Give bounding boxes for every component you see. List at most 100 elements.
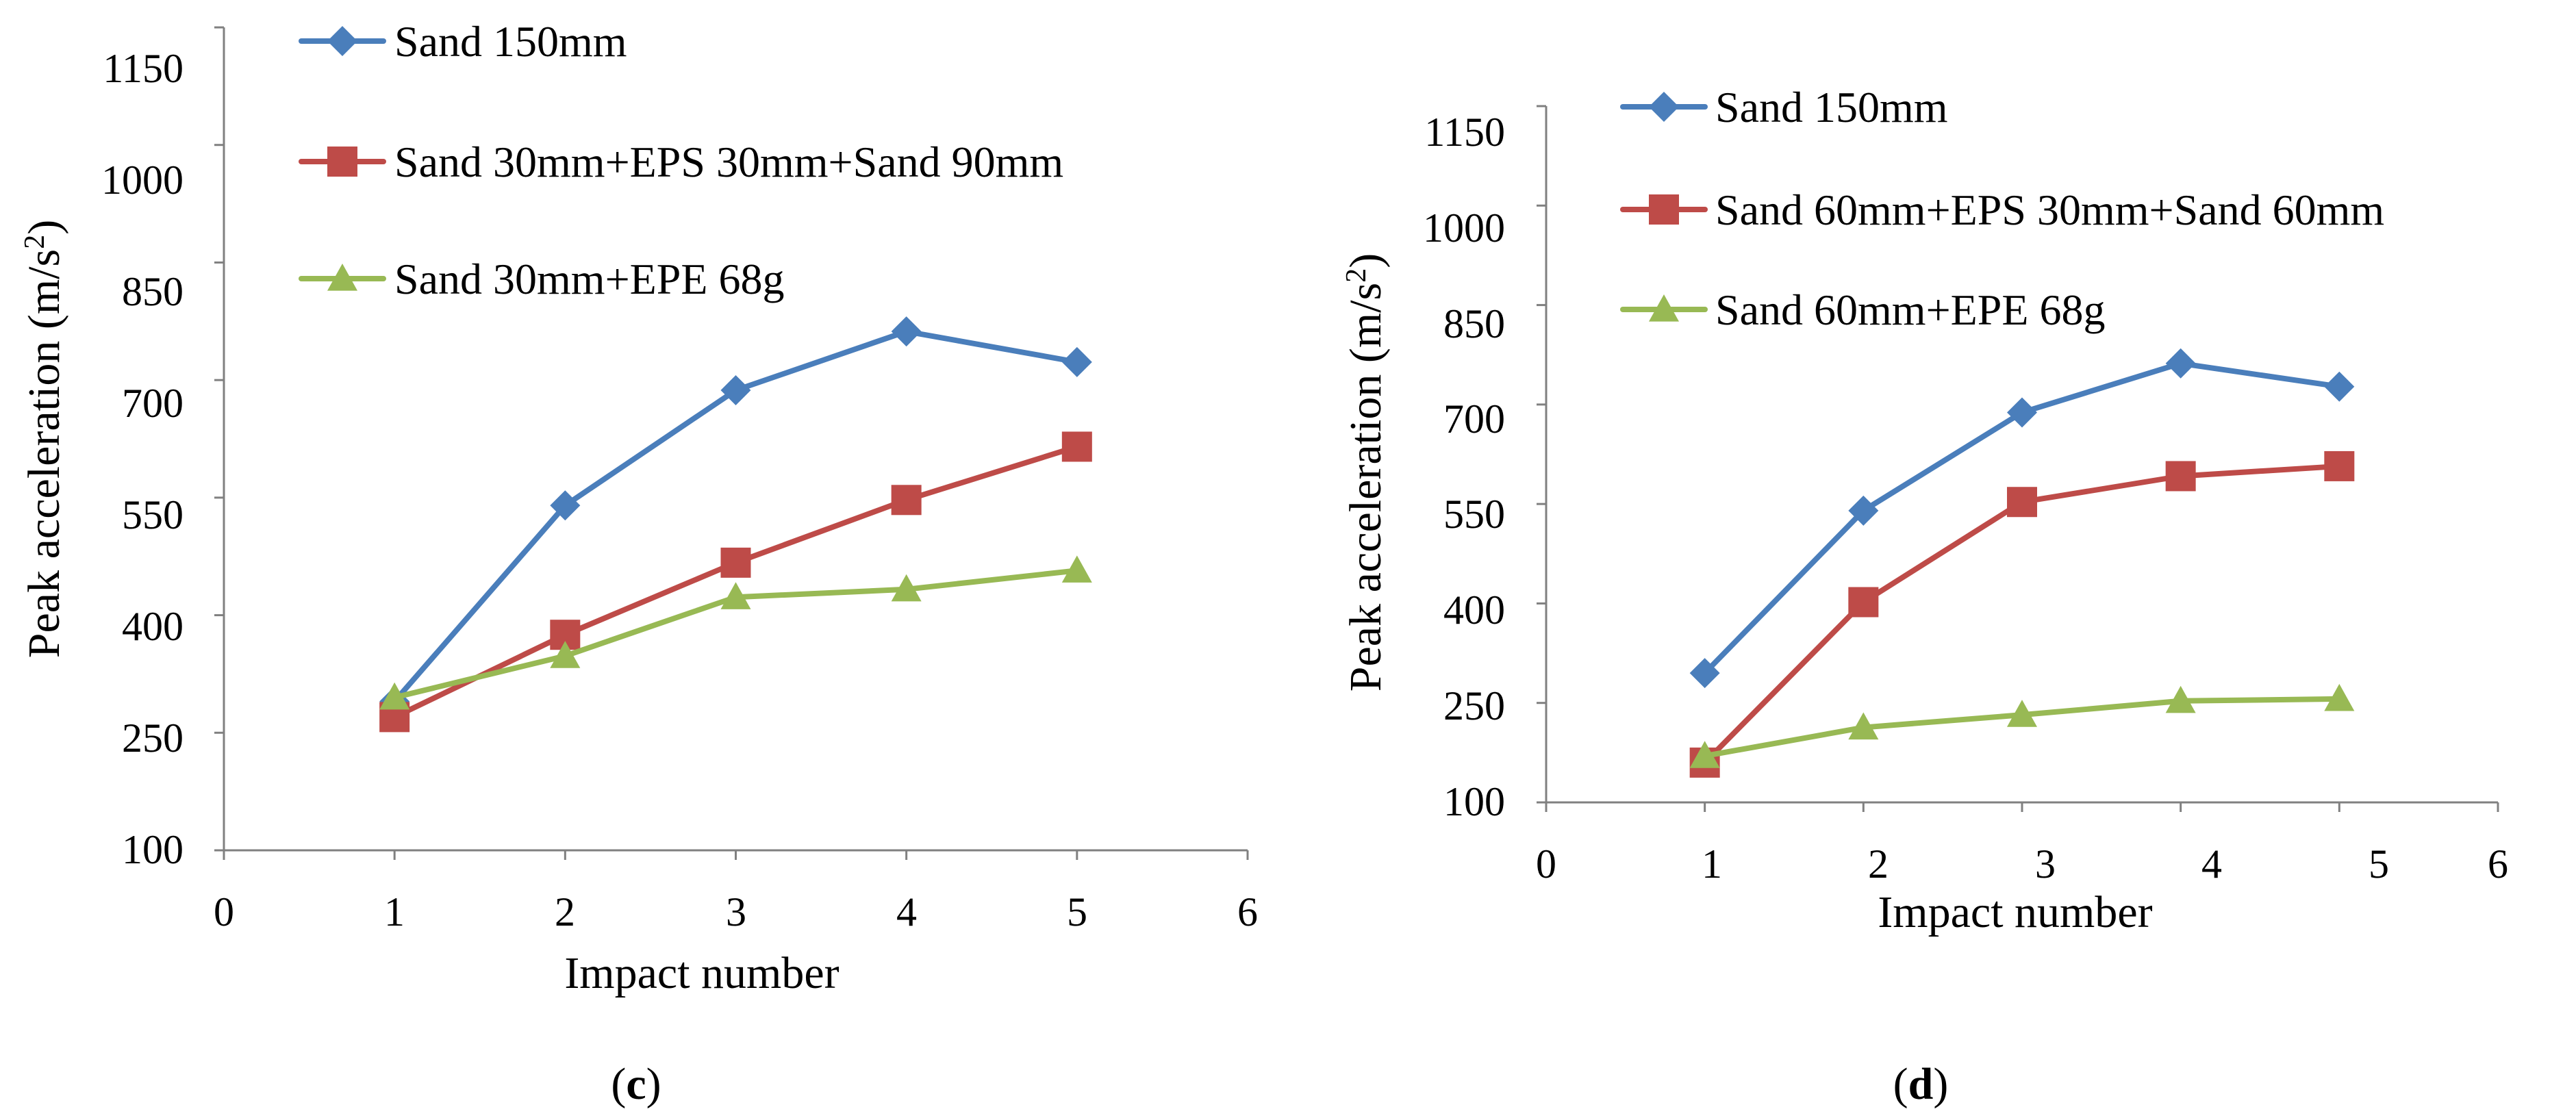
y-axis-c: 100 250 400 550 700 850 1000 1150 Peak a… [19,26,225,872]
data-point-d-0-0 [1689,658,1720,689]
x-tick-label-c-4: 4 [896,889,917,935]
legend-marker-d-1 [1649,194,1679,225]
x-tick-label-c-2: 2 [555,889,575,935]
x-tick-labels-d: 0 1 2 3 4 5 6 [1536,841,2508,887]
x-axis-title-d: Impact number [1878,887,2152,937]
y-tick-label-d-1: 250 [1443,683,1505,728]
data-point-d-1-2 [2007,487,2037,518]
data-point-c-2-0 [379,682,410,710]
data-point-d-0-2 [2007,397,2037,428]
legend-diamond-marker-c-0 [327,26,357,56]
chart-panel-c: 100 250 400 550 700 850 1000 1150 Peak a… [19,17,1258,1109]
legend-marker-c-1 [327,147,357,177]
y-tick-label-d-4: 700 [1443,396,1505,442]
legend-diamond-marker-d-0 [1649,92,1679,122]
data-point-d-1-4 [2324,450,2355,481]
legend-marker-d-2 [1649,294,1679,322]
x-tick-label-d-4: 4 [2201,841,2222,887]
series-c [379,316,1092,733]
legend-label-c-1: Sand 30mm+EPS 30mm+Sand 90mm [394,138,1063,186]
data-point-d-2-4 [2324,683,2355,711]
x-tick-label-d-6: 6 [2488,841,2508,887]
x-axis-c: 0 1 2 3 4 5 6 Impact number [214,849,1258,998]
data-point-c-1-3 [891,485,922,516]
data-point-c-2-2 [720,582,751,609]
y-tick-label-c-2: 400 [122,604,184,649]
data-point-d-2-2 [2007,700,2037,727]
legend-label-d-2: Sand 60mm+EPE 68g [1715,285,2105,334]
x-tick-marks-c [223,850,1249,860]
legend-marker-c-2 [327,264,357,291]
y-tick-label-c-7: 1150 [103,46,184,91]
data-point-c-2-4 [1061,555,1092,583]
data-point-c-1-2 [720,547,751,578]
data-point-d-2-3 [2165,685,2196,713]
data-point-c-0-1 [550,490,581,521]
legend-label-c-0: Sand 150mm [394,17,627,66]
legend-entry-d-1: Sand 60mm+EPS 30mm+Sand 60mm [1620,186,2384,234]
data-point-d-2-0 [1689,741,1720,768]
legend-label-d-0: Sand 150mm [1715,83,1948,131]
x-tick-label-c-0: 0 [214,889,234,935]
legend-d: Sand 150mm Sand 60mm+EPS 30mm+Sand 60mm … [1620,83,2384,334]
x-tick-labels-c: 0 1 2 3 4 5 6 [214,889,1258,935]
y-tick-label-c-4: 700 [122,381,184,426]
legend-square-marker-d-1 [1649,194,1679,225]
panel-label-c: (c) [611,1059,661,1109]
y-axis-d: 100 250 400 550 700 850 1000 1150 Peak a… [1341,105,1548,824]
data-point-c-2-3 [891,574,922,602]
chart-panel-d: 100 250 400 550 700 850 1000 1150 Peak a… [1341,83,2508,1109]
x-tick-label-d-0: 0 [1536,841,1556,887]
data-point-d-1-3 [2165,461,2196,492]
y-tick-label-d-3: 550 [1443,492,1505,537]
data-point-c-0-4 [1061,346,1092,377]
x-tick-marks-d [1545,802,2499,812]
y-tick-label-d-6: 1000 [1423,205,1505,251]
data-point-c-0-2 [720,375,751,406]
y-tick-label-c-3: 550 [122,492,184,537]
legend-marker-c-0 [327,26,357,56]
legend-label-c-2: Sand 30mm+EPE 68g [394,255,784,303]
data-point-d-2-1 [1848,712,1879,740]
y-tick-label-d-2: 400 [1443,587,1505,633]
y-axis-title-c: Peak acceleration (m/s2) [19,220,69,658]
x-tick-label-d-2: 2 [1868,841,1889,887]
y-tick-label-d-7: 1150 [1424,110,1505,155]
legend-label-d-1: Sand 60mm+EPS 30mm+Sand 60mm [1715,186,2384,234]
data-point-d-1-1 [1848,587,1879,618]
y-tick-label-c-1: 250 [122,715,184,761]
data-point-c-0-3 [891,316,922,347]
data-point-d-0-1 [1848,495,1879,526]
legend-square-marker-c-1 [327,147,357,177]
legend-entry-d-0: Sand 150mm [1620,83,1948,131]
x-tick-label-c-3: 3 [726,889,746,935]
x-tick-label-d-5: 5 [2369,841,2389,887]
data-point-d-0-3 [2165,348,2196,379]
x-axis-title-c: Impact number [564,948,839,998]
y-axis-title-d: Peak acceleration (m/s2) [1341,253,1391,691]
panel-label-d: (d) [1893,1059,1949,1109]
legend-entry-d-2: Sand 60mm+EPE 68g [1620,285,2105,334]
legend-triangle-marker-c-2 [327,264,357,291]
y-tick-labels-c: 100 250 400 550 700 850 1000 1150 [101,46,184,872]
y-tick-label-d-5: 850 [1443,301,1505,346]
y-tick-labels-d: 100 250 400 550 700 850 1000 1150 [1423,110,1505,824]
data-point-c-2-1 [550,641,581,668]
x-tick-label-c-6: 6 [1237,889,1258,935]
legend-entry-c-2: Sand 30mm+EPE 68g [299,255,784,303]
x-tick-label-c-1: 1 [384,889,405,935]
y-tick-label-c-6: 1000 [101,157,184,203]
legend-c: Sand 150mm Sand 30mm+EPS 30mm+Sand 90mm … [299,17,1063,303]
legend-triangle-marker-d-2 [1649,294,1679,322]
y-tick-label-c-5: 850 [122,269,184,314]
y-tick-label-c-0: 100 [122,827,184,872]
data-point-d-0-4 [2324,371,2355,402]
series-d [1689,348,2355,778]
data-point-c-1-4 [1061,431,1092,462]
legend-marker-d-0 [1649,92,1679,122]
y-tick-marks-c [214,26,224,852]
legend-entry-c-0: Sand 150mm [299,17,627,66]
y-tick-marks-d [1537,105,1546,804]
x-tick-label-c-5: 5 [1067,889,1087,935]
